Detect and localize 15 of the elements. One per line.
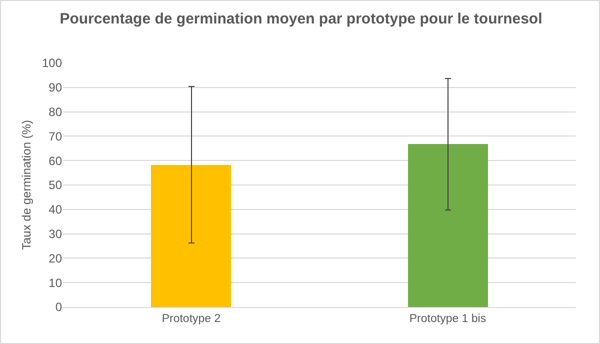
y-tick-label: 70 bbox=[48, 129, 62, 144]
y-tick-label: 100 bbox=[42, 56, 62, 70]
x-tick-label: Prototype 1 bis bbox=[409, 312, 486, 325]
y-tick-label: 50 bbox=[48, 178, 62, 192]
y-tick-label: 0 bbox=[55, 300, 62, 314]
chart-title: Pourcentage de germination moyen par prototype pour le tournesol bbox=[60, 10, 542, 28]
y-tick-label: 60 bbox=[48, 154, 62, 168]
y-tick-label: 30 bbox=[48, 227, 62, 241]
y-tick-label: 20 bbox=[48, 251, 62, 266]
x-tick-label: Prototype 2 bbox=[162, 312, 221, 325]
y-tick-label: 40 bbox=[48, 202, 62, 217]
y-axis-title: Taux de germination (%) bbox=[19, 120, 34, 250]
y-tick-label: 10 bbox=[48, 276, 62, 290]
y-tick-label: 80 bbox=[48, 105, 62, 119]
y-tick-label: 90 bbox=[48, 80, 62, 95]
